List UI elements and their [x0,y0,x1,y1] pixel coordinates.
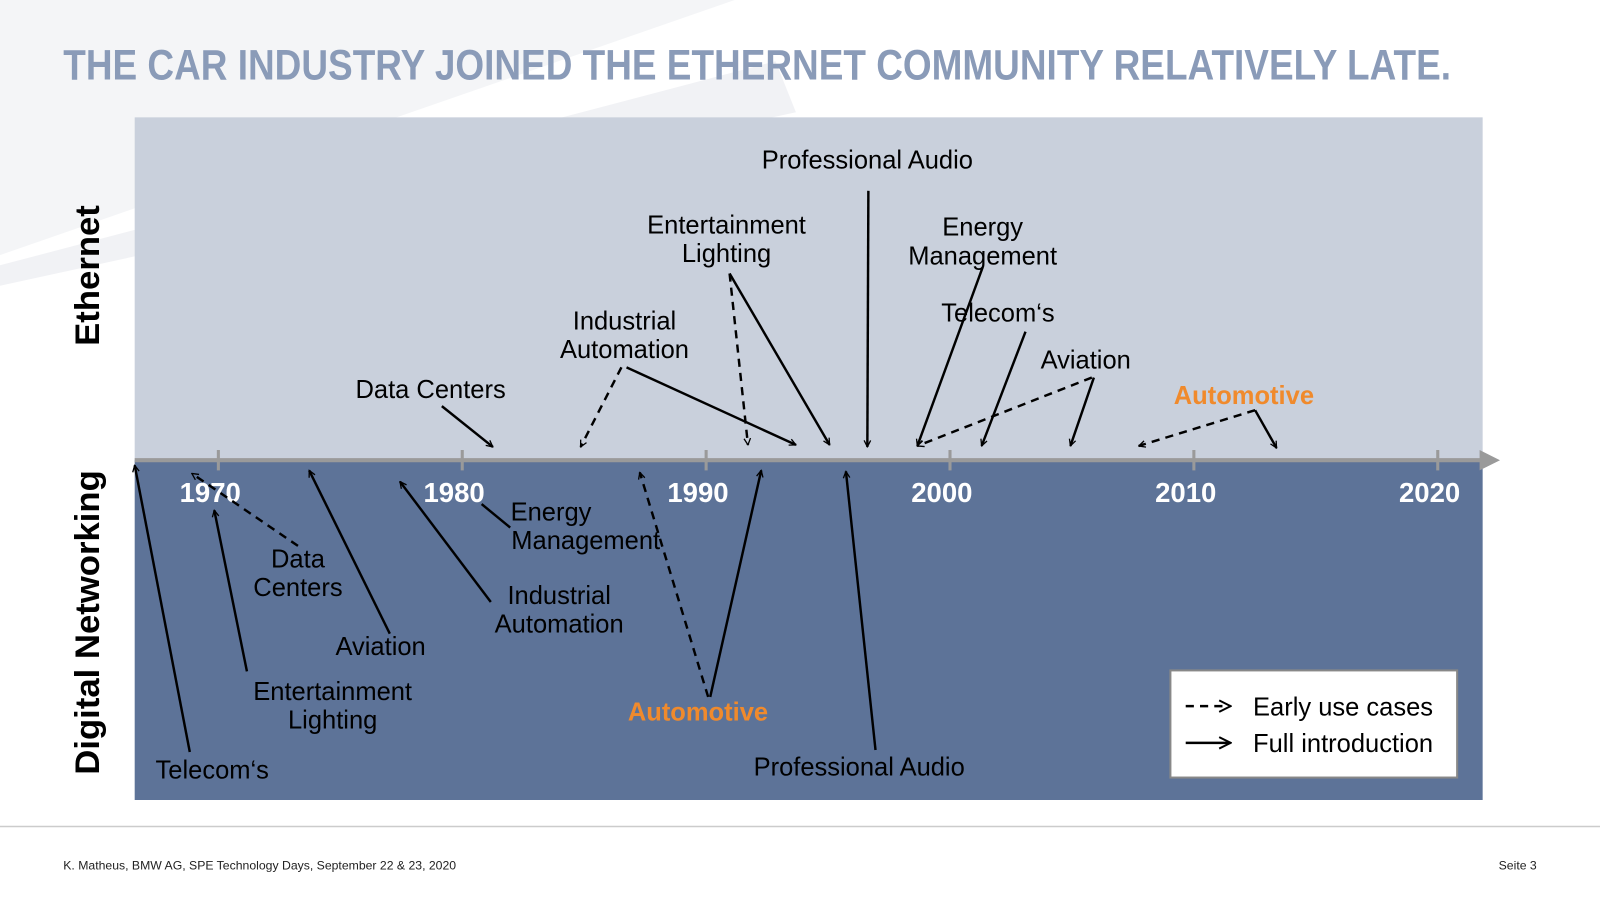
event-label: Automotive [628,698,768,726]
event-label: Aviation [335,633,425,661]
year-label: 2010 [1155,477,1216,508]
legend-label: Full introduction [1253,730,1433,758]
timeline-arrow [1479,450,1500,471]
year-label: 1990 [667,477,728,508]
legend-box [1169,669,1459,779]
band-label: Digital Networking [69,470,107,775]
event-label: Entertainment [647,212,806,240]
tick-marks [216,450,1440,471]
footer-source: K. Matheus, BMW AG, SPE Technology Days,… [63,858,456,872]
page-number: Seite 3 [1499,858,1537,872]
event-label: Data [271,545,326,573]
band-label: Ethernet [69,205,107,346]
event-label: Automotive [1174,382,1314,410]
legend-label: Early use cases [1253,693,1433,721]
event-label: Management [908,242,1057,270]
event-label: Centers [253,574,342,602]
year-label: 1980 [423,477,484,508]
event-label: Data Centers [355,376,505,404]
event-label: Professional Audio [754,754,965,782]
event-label: Lighting [288,707,377,735]
event-label: Industrial [507,582,610,610]
lower-arrows [135,465,877,753]
year-label: 2000 [911,477,972,508]
event-label: Aviation [1041,346,1131,374]
event-label: Industrial [573,308,676,336]
title: THE CAR INDUSTRY JOINED THE ETHERNET COM… [63,42,1451,90]
event-label: Energy [942,214,1023,242]
upper-arrows [441,190,1278,448]
event-label: Telecom‘s [156,757,269,785]
upper-band [134,117,1483,461]
event-label: Telecom‘s [941,299,1054,327]
year-label: 1970 [180,477,241,508]
event-label: Professional Audio [762,146,973,174]
event-label: Automation [495,611,624,639]
event-label: Entertainment [253,678,412,706]
event-label: Management [511,527,660,555]
year-label: 2020 [1399,477,1460,508]
event-label: Energy [511,498,592,526]
event-label: Automation [560,336,689,364]
event-label: Lighting [682,240,771,268]
